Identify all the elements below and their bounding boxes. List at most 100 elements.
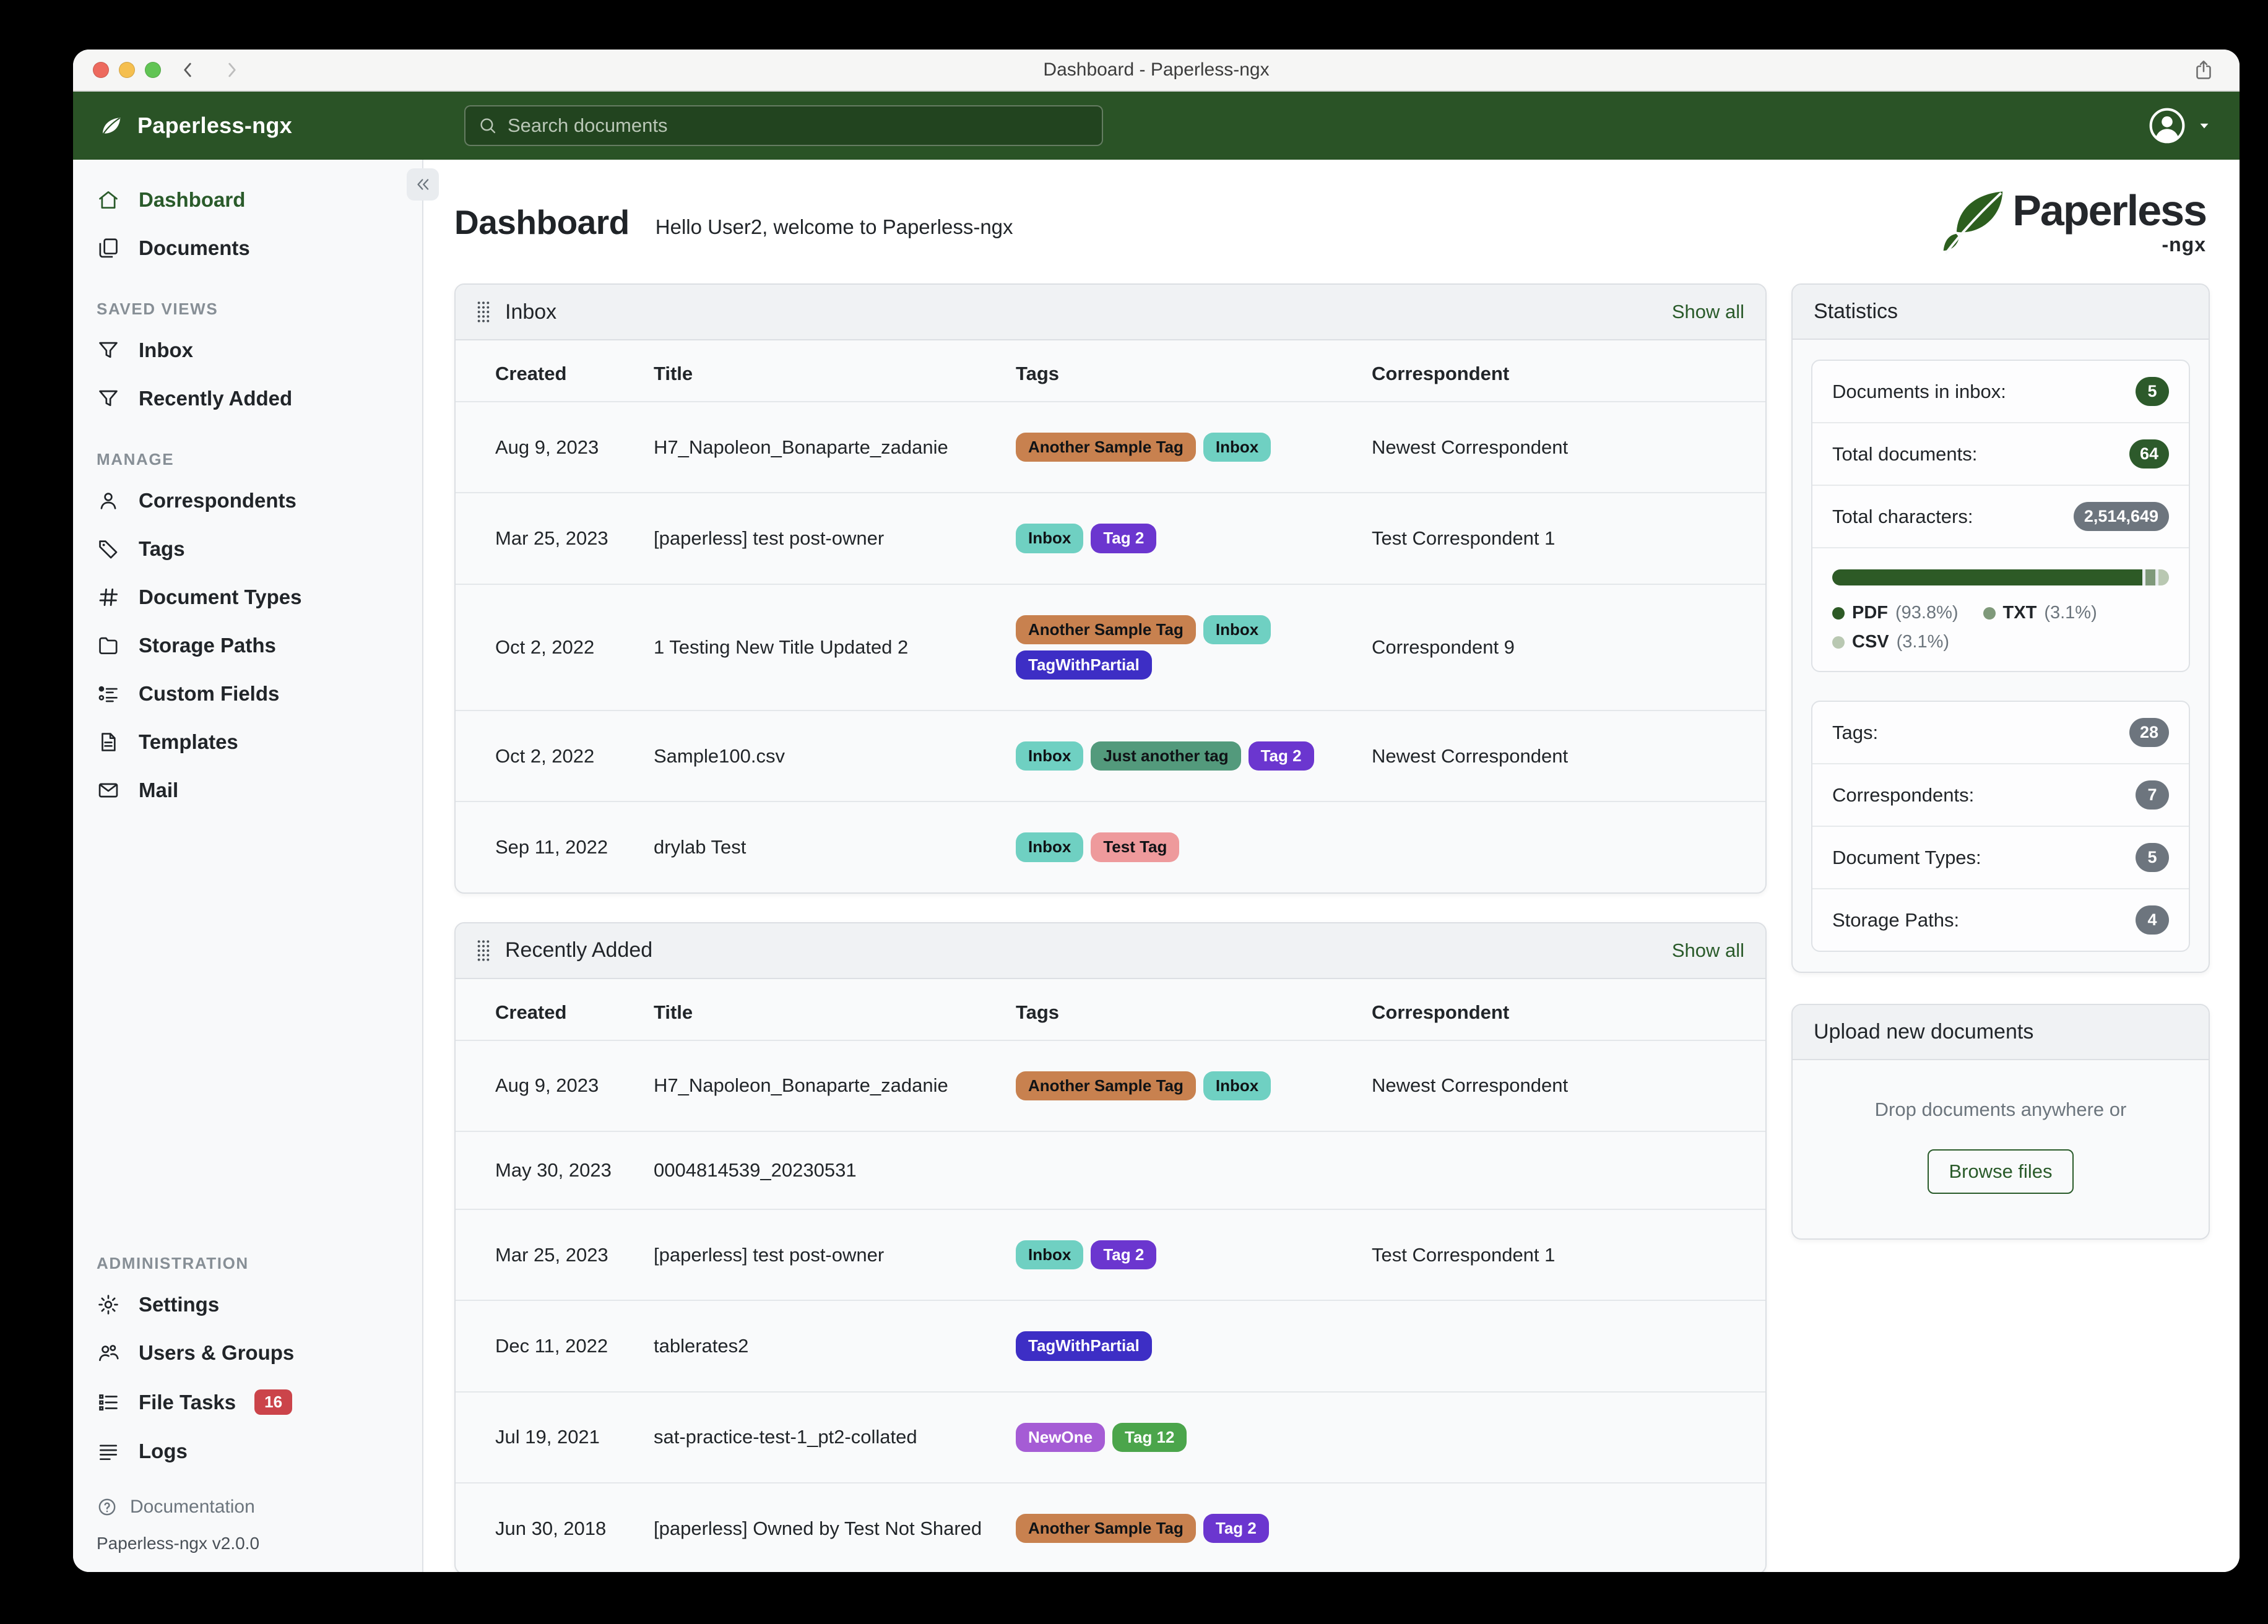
sidebar-collapse-button[interactable] (407, 168, 439, 201)
cell-tags: Another Sample Tag Inbox (1003, 1039, 1359, 1132)
sidebar-item-correspondents[interactable]: Correspondents (73, 477, 422, 525)
cell-title: H7_Napoleon_Bonaparte_zadanie (641, 400, 1003, 493)
document-row[interactable]: Sep 11, 2022 drylab Test Inbox Test Tag (456, 801, 1765, 892)
cell-tags: Another Sample Tag Inbox TagWithPartial (1003, 583, 1359, 711)
document-row[interactable]: May 30, 2023 0004814539_20230531 (456, 1131, 1765, 1210)
tag-pill-inbox[interactable]: Inbox (1016, 1240, 1084, 1270)
legend-name: PDF (1852, 603, 1888, 623)
upload-hint: Drop documents anywhere or (1874, 1099, 2127, 1121)
close-window-button[interactable] (93, 62, 109, 78)
tag-pill-inbox[interactable]: Inbox (1016, 524, 1084, 553)
stats-list-primary: Documents in inbox: 5 Total documents: 64 To… (1811, 360, 2190, 673)
stat-value-badge: 2,514,649 (2073, 502, 2169, 532)
sidebar-item-templates[interactable]: Templates (73, 718, 422, 766)
document-row[interactable]: Jun 30, 2018 [paperless] Owned by Test No… (456, 1482, 1765, 1572)
sidebar-item-label: Documents (139, 236, 250, 259)
tag-pill-another-sample-tag[interactable]: Another Sample Tag (1016, 615, 1196, 644)
sidebar-item-dashboard[interactable]: Dashboard (73, 176, 422, 224)
sidebar-item-mail[interactable]: Mail (73, 766, 422, 814)
document-row[interactable]: Jul 19, 2021 sat-practice-test-1_pt2-coll… (456, 1391, 1765, 1483)
users-icon (97, 1341, 120, 1365)
document-row[interactable]: Mar 25, 2023 [paperless] test post-owner I… (456, 1209, 1765, 1301)
sidebar-item-label: File Tasks (139, 1390, 236, 1414)
stat-label: Total characters: (1832, 505, 1973, 527)
stat-label: Tags: (1832, 721, 1879, 743)
macos-titlebar: Dashboard - Paperless-ngx (73, 50, 2240, 92)
legend-item-txt: TXT (3.1%) (1983, 603, 2097, 623)
file-tasks-count-badge: 16 (254, 1389, 293, 1415)
sidebar-item-logs[interactable]: Logs (73, 1427, 422, 1475)
user-menu[interactable] (2148, 106, 2212, 145)
sidebar-item-inbox[interactable]: Inbox (73, 326, 422, 374)
caret-down-icon (2196, 118, 2212, 134)
tag-pill-inbox[interactable]: Inbox (1016, 741, 1084, 771)
upload-dropzone[interactable]: Drop documents anywhere or Browse files (1793, 1060, 2209, 1238)
tag-pill-tag-12[interactable]: Tag 12 (1112, 1422, 1187, 1452)
cell-created: Sep 11, 2022 (456, 801, 641, 892)
file-type-legend: PDF (93.8%) TXT (3.1%) CSV (3.1%) (1832, 603, 2169, 652)
tag-pill-inbox[interactable]: Inbox (1203, 1071, 1271, 1101)
document-row[interactable]: Dec 11, 2022 tablerates2 TagWithPartial (456, 1300, 1765, 1392)
show-all-link[interactable]: Show all (1671, 939, 1744, 961)
brand[interactable]: Paperless-ngx (73, 111, 292, 140)
stat-row-total-characters: Total characters: 2,514,649 (1812, 485, 2189, 547)
tag-pill-another-sample-tag[interactable]: Another Sample Tag (1016, 433, 1196, 462)
cell-correspondent: Correspondent 9 (1359, 583, 1765, 711)
sidebar-item-users-groups[interactable]: Users & Groups (73, 1329, 422, 1377)
statistics-card-header: Statistics (1793, 285, 2209, 340)
show-all-link[interactable]: Show all (1671, 301, 1744, 322)
sidebar-item-recently-added[interactable]: Recently Added (73, 374, 422, 423)
document-row[interactable]: Aug 9, 2023 H7_Napoleon_Bonaparte_zadanie… (456, 400, 1765, 493)
tag-pill-inbox[interactable]: Inbox (1016, 832, 1084, 862)
sidebar-item-settings[interactable]: Settings (73, 1281, 422, 1329)
search-input[interactable] (508, 114, 1089, 137)
tag-pill-tag-2[interactable]: Tag 2 (1091, 1240, 1157, 1270)
sidebar-item-custom-fields[interactable]: Custom Fields (73, 670, 422, 718)
search-bar[interactable] (464, 105, 1103, 146)
tag-icon (97, 537, 120, 561)
tag-pill-tag-2[interactable]: Tag 2 (1203, 1513, 1269, 1544)
sidebar-item-storage-paths[interactable]: Storage Paths (73, 621, 422, 670)
tag-pill-tagwithpartial[interactable]: TagWithPartial (1016, 650, 1152, 680)
sidebar-footer: Documentation Paperless-ngx v2.0.0 (73, 1475, 422, 1553)
forward-icon[interactable] (222, 59, 243, 80)
tag-pill-tagwithpartial[interactable]: TagWithPartial (1016, 1331, 1152, 1361)
drag-handle-icon[interactable] (477, 300, 490, 324)
tag-pill-tag-2[interactable]: Tag 2 (1091, 524, 1157, 553)
tag-pill-inbox[interactable]: Inbox (1203, 433, 1271, 462)
tag-pill-just-another-tag[interactable]: Just another tag (1091, 741, 1241, 771)
main-content: Dashboard Hello User2, welcome to Paperl… (423, 160, 2240, 1572)
sidebar-item-file-tasks[interactable]: File Tasks 16 (73, 1377, 422, 1427)
sidebar-item-document-types[interactable]: Document Types (73, 573, 422, 621)
sidebar-section-label: ADMINISTRATION (97, 1254, 249, 1273)
document-row[interactable]: Aug 9, 2023 H7_Napoleon_Bonaparte_zadanie… (456, 1039, 1765, 1132)
tag-pill-another-sample-tag[interactable]: Another Sample Tag (1016, 1513, 1196, 1544)
tag-pill-test-tag[interactable]: Test Tag (1091, 832, 1180, 862)
back-icon[interactable] (177, 59, 198, 80)
tag-pill-newone[interactable]: NewOne (1016, 1422, 1106, 1452)
sidebar-item-documents[interactable]: Documents (73, 224, 422, 272)
drag-handle-icon[interactable] (477, 938, 490, 963)
document-row[interactable]: Oct 2, 2022 1 Testing New Title Updated 2… (456, 583, 1765, 711)
legend-percentage: (93.8%) (1895, 603, 1959, 623)
maximize-window-button[interactable] (145, 62, 161, 78)
sidebar-item-tags[interactable]: Tags (73, 525, 422, 573)
tag-pill-tag-2[interactable]: Tag 2 (1248, 741, 1314, 771)
stat-value-badge: 5 (2136, 377, 2169, 407)
document-row[interactable]: Mar 25, 2023 [paperless] test post-owner I… (456, 492, 1765, 584)
file-icon (97, 730, 120, 754)
stat-value-badge: 64 (2129, 439, 2169, 469)
share-icon[interactable] (2192, 59, 2215, 81)
minimize-window-button[interactable] (119, 62, 135, 78)
documentation-link[interactable]: Documentation (97, 1497, 399, 1518)
cell-correspondent: Newest Correspondent (1359, 710, 1765, 802)
cell-tags: Another Sample Tag Tag 2 (1003, 1482, 1359, 1572)
document-row[interactable]: Oct 2, 2022 Sample100.csv Inbox Just anothe… (456, 710, 1765, 802)
stat-row-total-documents: Total documents: 64 (1812, 422, 2189, 485)
browse-files-button[interactable]: Browse files (1928, 1149, 2074, 1194)
cell-created: Jul 19, 2021 (456, 1391, 641, 1483)
tag-pill-inbox[interactable]: Inbox (1203, 615, 1271, 644)
tag-pill-another-sample-tag[interactable]: Another Sample Tag (1016, 1071, 1196, 1101)
sidebar-item-label: Settings (139, 1293, 220, 1316)
sidebar-nav-bottom: ADMINISTRATION Settings Users & Groups File… (73, 1227, 422, 1475)
